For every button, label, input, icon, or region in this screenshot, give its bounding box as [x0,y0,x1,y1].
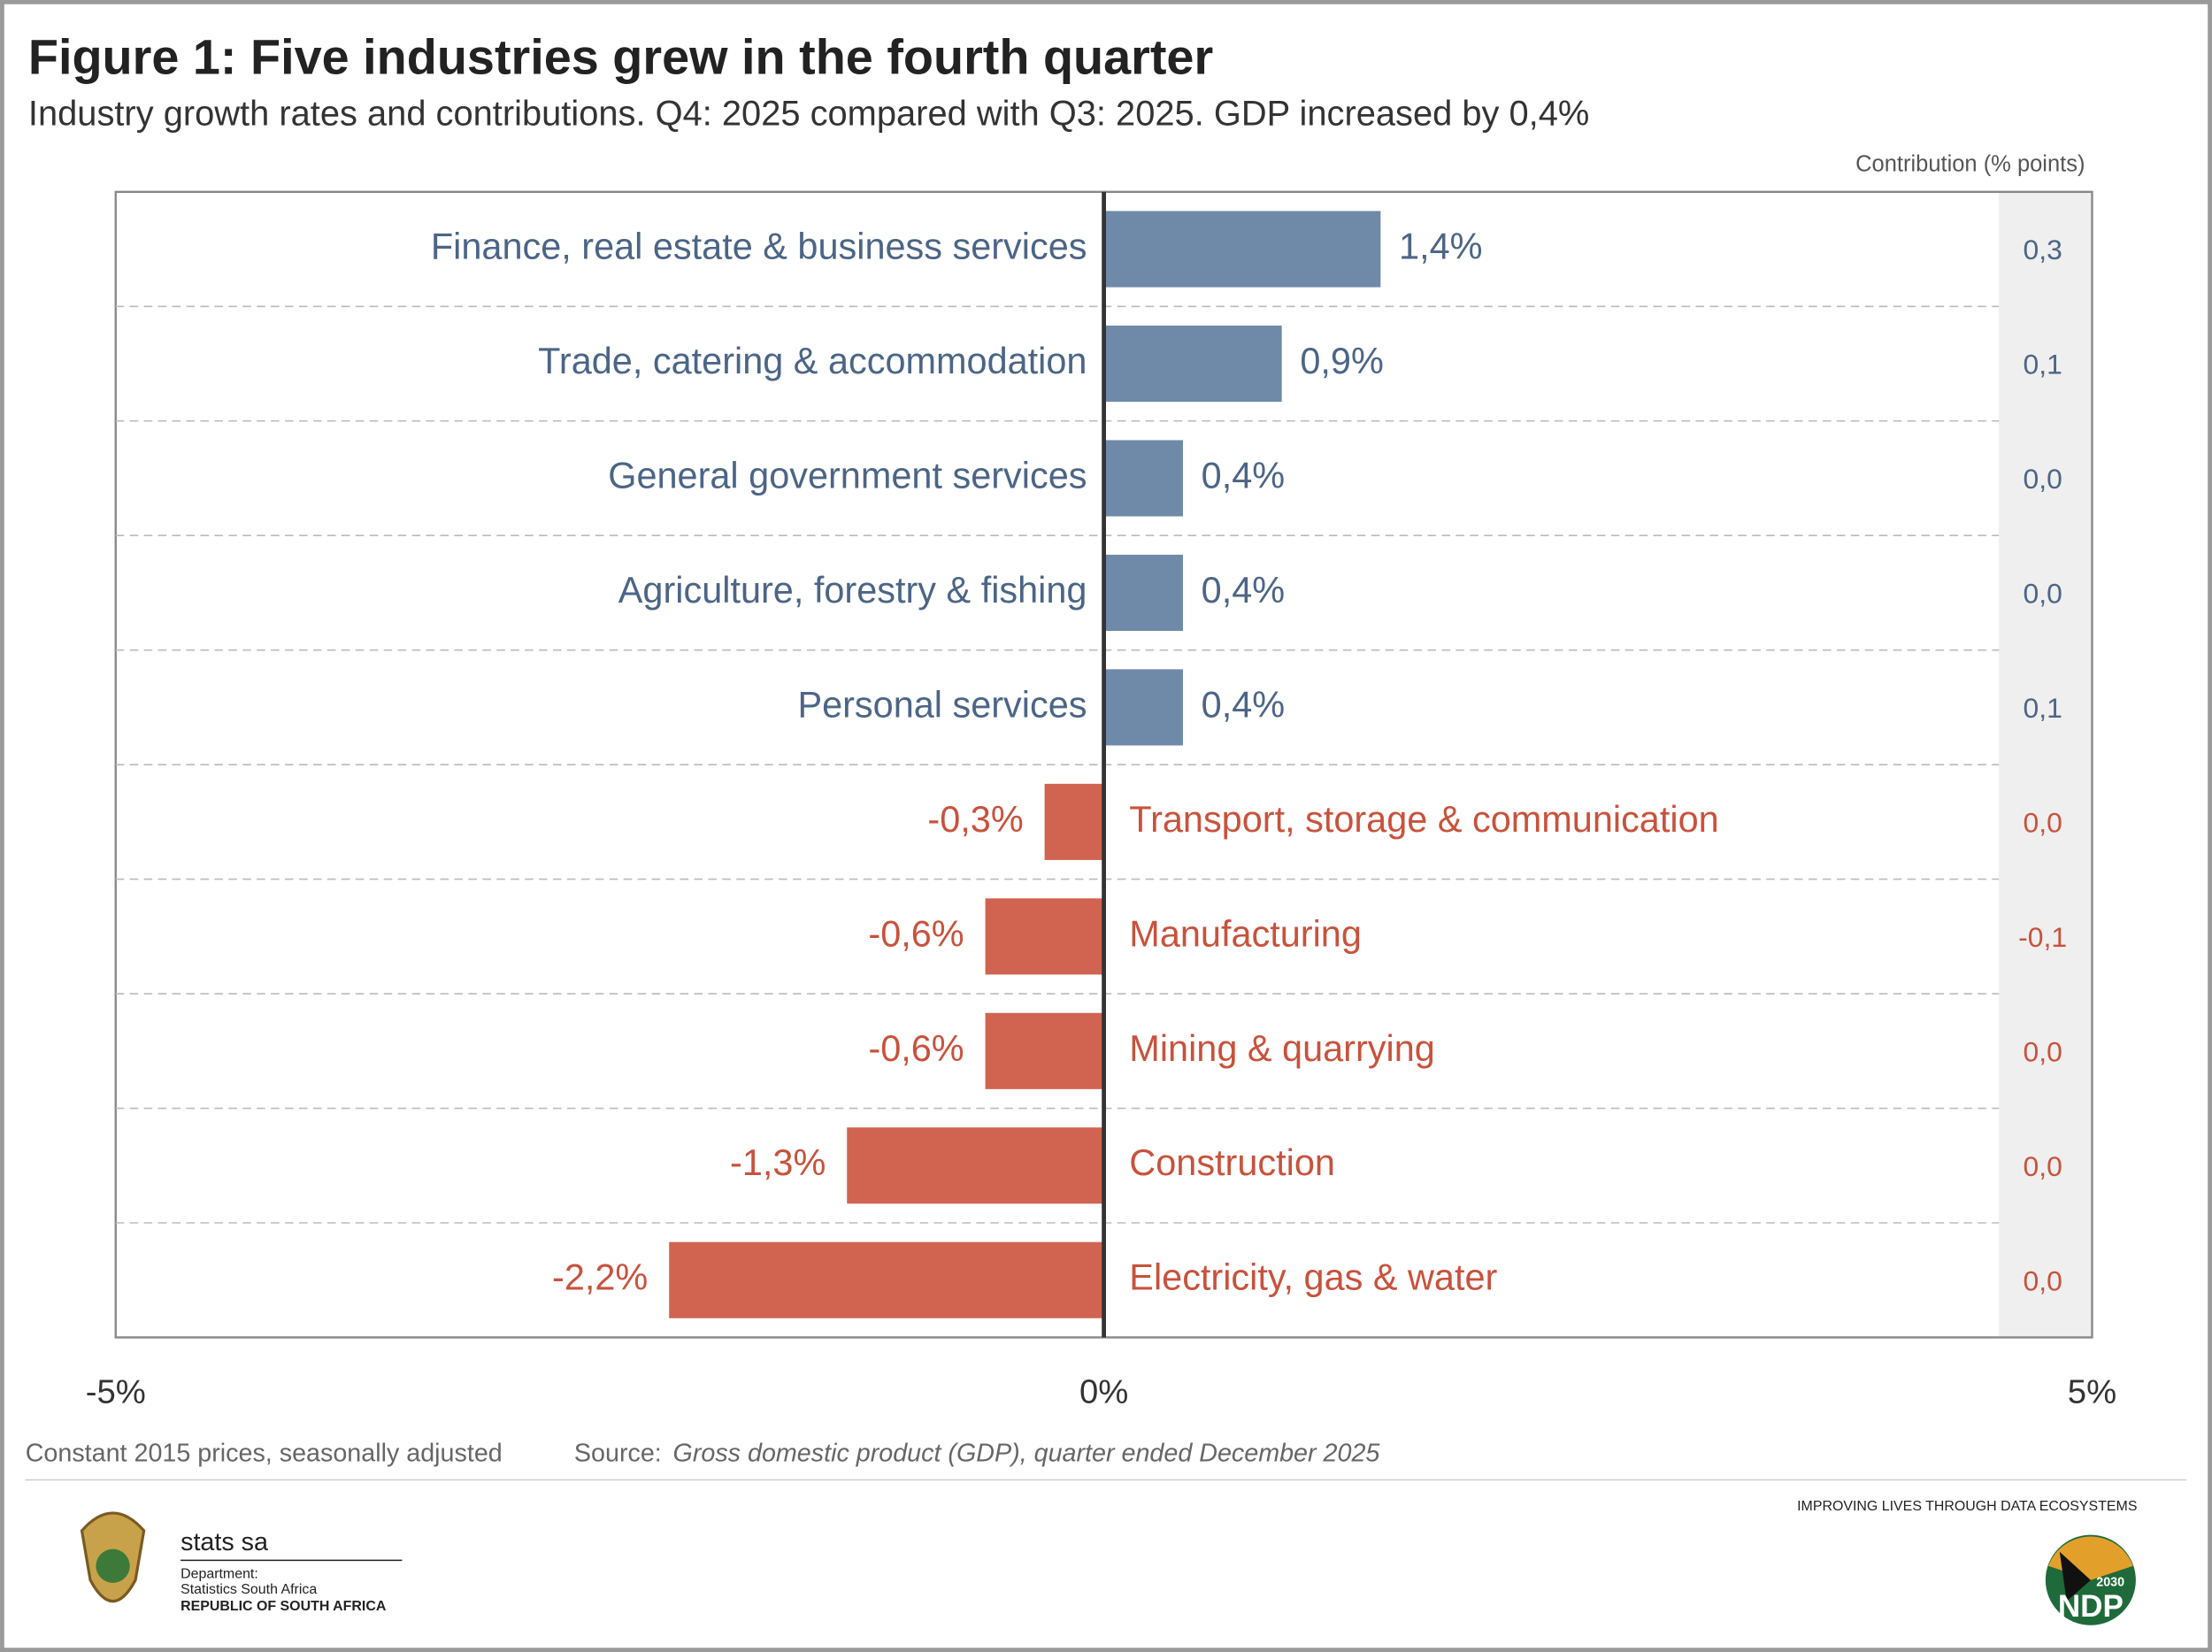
value-label: 0,4% [1202,683,1285,725]
bar [1103,440,1183,517]
tagline: IMPROVING LIVES THROUGH DATA ECOSYSTEMS [1797,1499,2137,1514]
bar [1103,554,1183,631]
plot: -5% 0% 5% Finance, real estate & business s… [86,191,2116,1410]
ndp-triangle [2059,1551,2091,1602]
x-tick-label: 0% [1079,1372,1128,1410]
contribution-label: 0,0 [2024,1150,2062,1182]
source: Gross domestic product (GDP), quarter en… [673,1439,1381,1467]
value-label: 0,4% [1202,569,1285,611]
crest-shield [96,1548,130,1583]
bar [1103,211,1381,288]
chart-subtitle: Industry growth rates and contributions.… [28,94,1589,133]
ndp-text: NDP [2058,1589,2124,1624]
category-label: Personal services [797,683,1087,725]
contribution-label: 0,3 [2024,234,2062,265]
contribution-label: 0,0 [2024,578,2062,610]
ndp-year: 2030 [2096,1576,2124,1590]
contribution-label: 0,0 [2024,1264,2062,1296]
category-label: Mining & quarrying [1129,1027,1434,1069]
department-label: Department: [180,1567,258,1582]
bar [1103,669,1183,746]
bar [985,898,1104,975]
contribution-label: 0,1 [2024,349,2062,380]
value-label: -0,6% [868,912,964,954]
value-label: -2,2% [552,1256,648,1298]
chart-title: Figure 1: Five industries grew in the fo… [28,28,1213,84]
contribution-label: -0,1 [2018,921,2067,953]
contribution-label: 0,0 [2024,806,2062,838]
x-tick-label: -5% [86,1372,146,1410]
note: Constant 2015 prices, seasonally adjuste… [26,1439,503,1467]
category-label: Finance, real estate & business services [431,226,1087,267]
contribution-label: 0,0 [2024,1035,2062,1067]
value-label: 0,9% [1300,340,1383,381]
bar [1044,783,1104,860]
value-label: 1,4% [1399,226,1482,267]
coat-of-arms [80,1511,146,1603]
contribution-title: Contribution (% points) [1855,151,2085,176]
x-tick-label: 5% [2068,1372,2116,1410]
bar [847,1127,1104,1204]
contribution-label: 0,1 [2024,692,2062,724]
country: REPUBLIC OF SOUTH AFRICA [180,1599,387,1614]
category-label: Electricity, gas & water [1129,1256,1497,1298]
category-label: General government services [608,454,1087,496]
bar [985,1012,1104,1089]
value-label: 0,4% [1202,454,1285,496]
source-label: Source: [574,1439,662,1467]
value-label: -1,3% [730,1141,826,1183]
category-label: Transport, storage & communication [1129,798,1718,840]
bar [669,1241,1104,1318]
value-label: -0,3% [927,798,1023,840]
bar [1103,325,1282,403]
value-label: -0,6% [868,1027,964,1069]
contribution-label: 0,0 [2024,463,2062,495]
category-label: Agriculture, forestry & fishing [618,569,1087,611]
category-label: Manufacturing [1129,912,1362,954]
department-name: Statistics South Africa [180,1582,317,1597]
category-label: Construction [1129,1141,1335,1183]
ndp-logo: NDP 2030 [2045,1534,2136,1625]
logo-name: stats sa [180,1528,268,1556]
contribution-column [1999,191,2093,1338]
category-label: Trade, catering & accommodation [538,340,1087,381]
